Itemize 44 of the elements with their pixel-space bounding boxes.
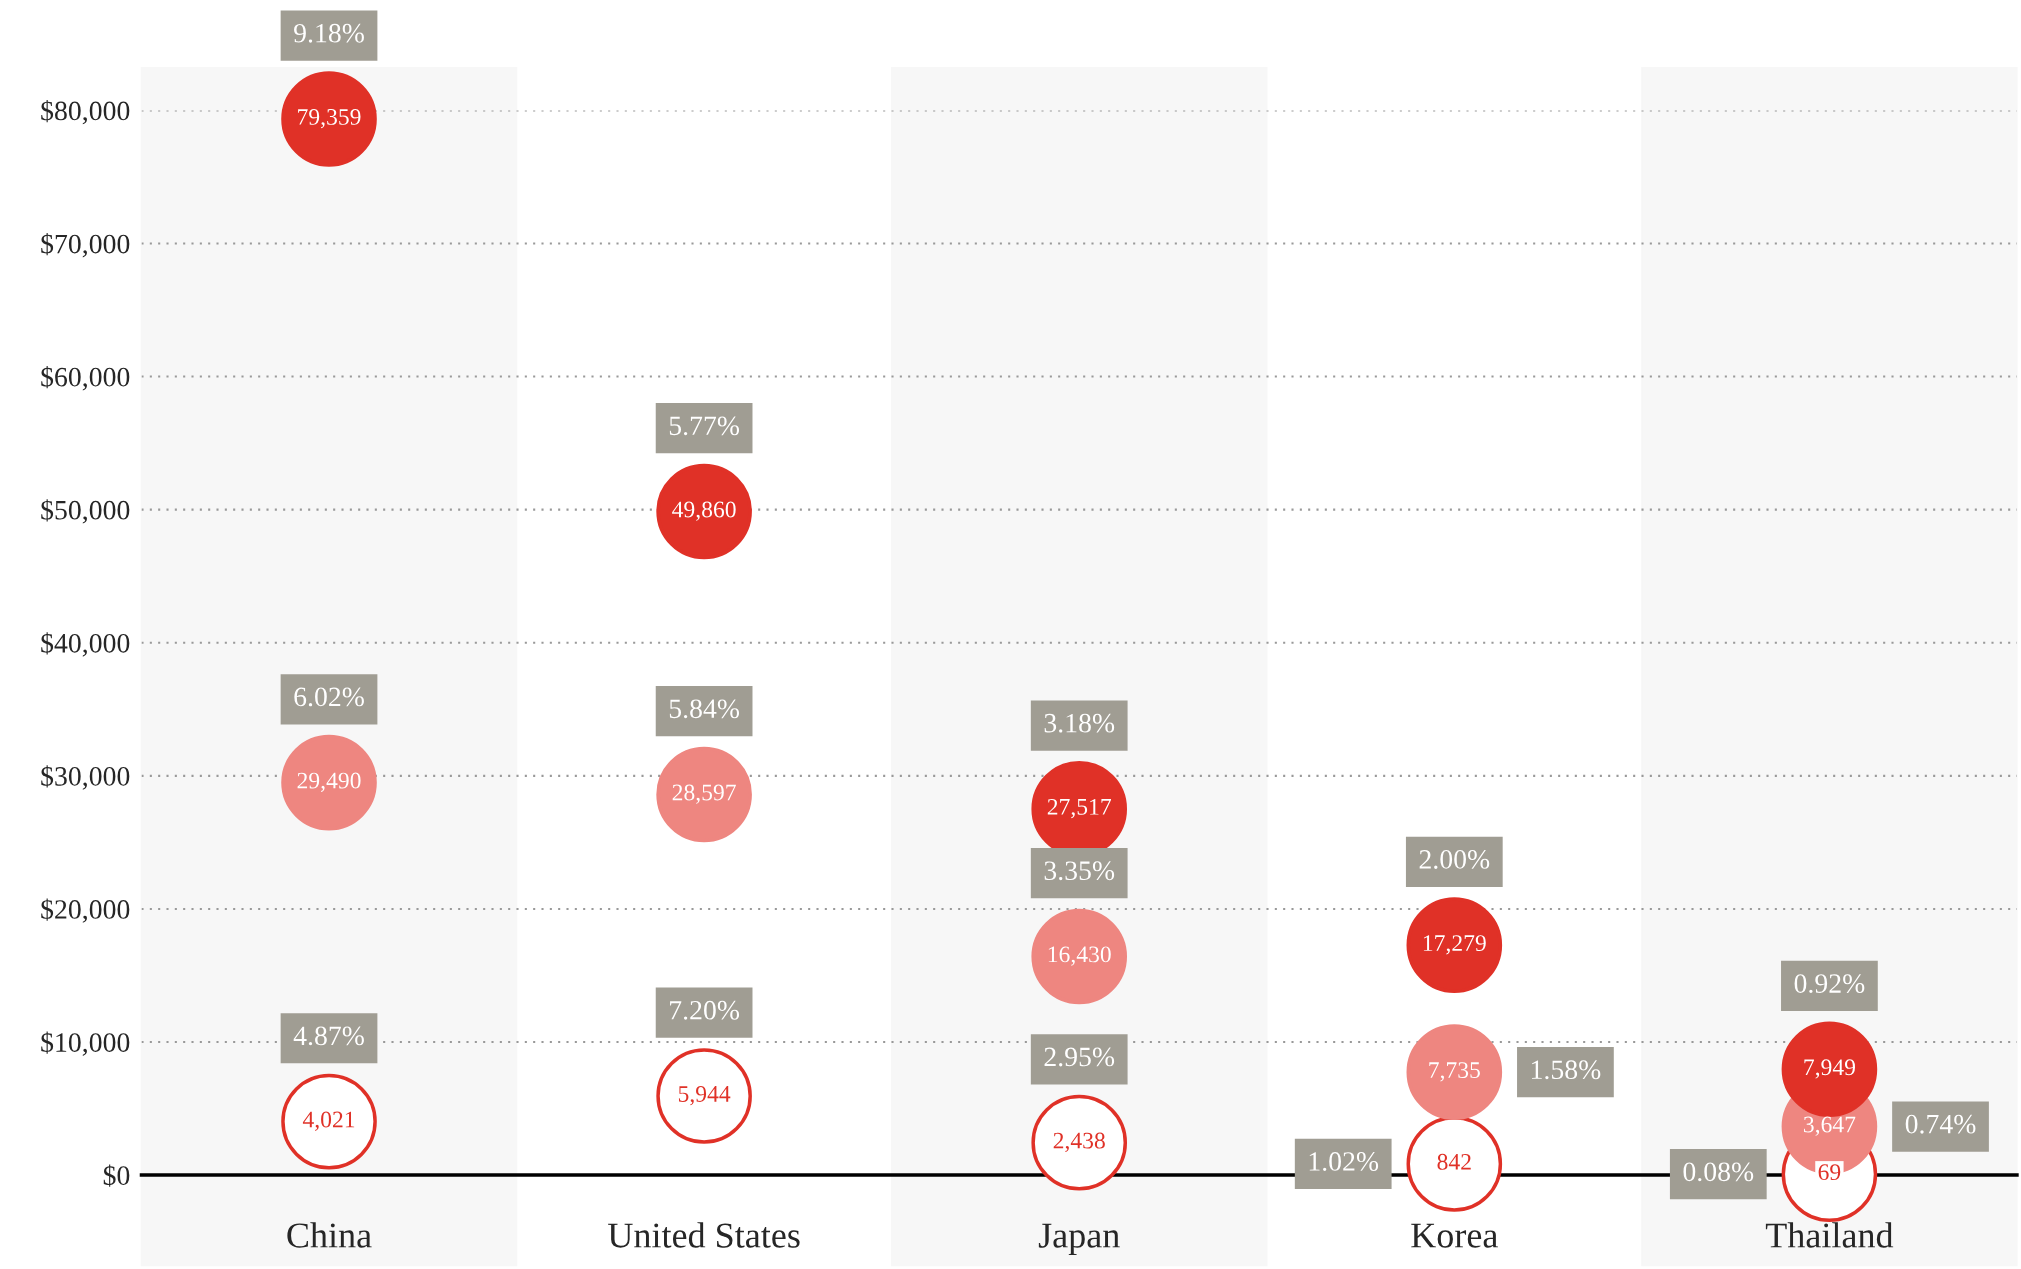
- annotation: 0.74%: [1905, 1114, 1976, 1134]
- data-label: 69: [1818, 1164, 1841, 1181]
- data-label: 842: [1437, 1153, 1471, 1170]
- data-label: 17,279: [1423, 935, 1486, 955]
- annotation: 2.95%: [1044, 1047, 1115, 1067]
- y-tick-label: $80,000: [41, 99, 130, 125]
- annotation: 0.08%: [1683, 1162, 1754, 1182]
- annotation: 0.92%: [1794, 974, 1865, 994]
- annotation: 3.18%: [1044, 713, 1115, 733]
- data-label: 79,359: [298, 108, 361, 129]
- annotation: 3.35%: [1044, 861, 1115, 881]
- y-tick-label: $50,000: [41, 499, 130, 524]
- data-label: 2,438: [1053, 1132, 1105, 1152]
- data-label: 16,430: [1048, 946, 1111, 966]
- data-label: 3,647: [1803, 1116, 1856, 1136]
- annotation: 7.20%: [670, 1000, 740, 1020]
- annotation: 5.84%: [669, 699, 740, 719]
- x-tick-label: United States: [608, 1222, 800, 1248]
- y-tick-label: $40,000: [41, 632, 130, 657]
- y-tick-label: $70,000: [41, 233, 130, 258]
- x-tick-label: China: [287, 1222, 372, 1248]
- x-tick-label: Korea: [1411, 1223, 1498, 1248]
- annotation: 9.18%: [294, 23, 364, 43]
- annotation: 5.77%: [669, 416, 740, 436]
- data-label: 28,597: [672, 784, 736, 804]
- x-tick-label: Japan: [1038, 1223, 1120, 1256]
- data-label: 49,860: [672, 501, 736, 521]
- y-tick-label: $60,000: [41, 366, 130, 391]
- data-label: 29,490: [297, 772, 361, 792]
- y-tick-label: $20,000: [41, 898, 130, 923]
- annotation: 1.02%: [1309, 1152, 1379, 1171]
- x-tick-label: Thailand: [1765, 1222, 1894, 1248]
- y-tick-label: $10,000: [41, 1031, 130, 1056]
- y-tick-label: $30,000: [41, 765, 130, 790]
- data-label: 7,949: [1804, 1059, 1856, 1079]
- data-label: 7,735: [1429, 1062, 1480, 1082]
- data-label: 4,021: [302, 1111, 355, 1131]
- data-label: 27,517: [1047, 798, 1111, 819]
- data-label: 5,944: [678, 1086, 731, 1106]
- annotation: 6.02%: [294, 687, 364, 707]
- y-tick-label: $0: [103, 1164, 130, 1187]
- annotation: 2.00%: [1419, 850, 1490, 869]
- annotation: 4.87%: [293, 1026, 364, 1046]
- annotation: 1.58%: [1531, 1060, 1601, 1080]
